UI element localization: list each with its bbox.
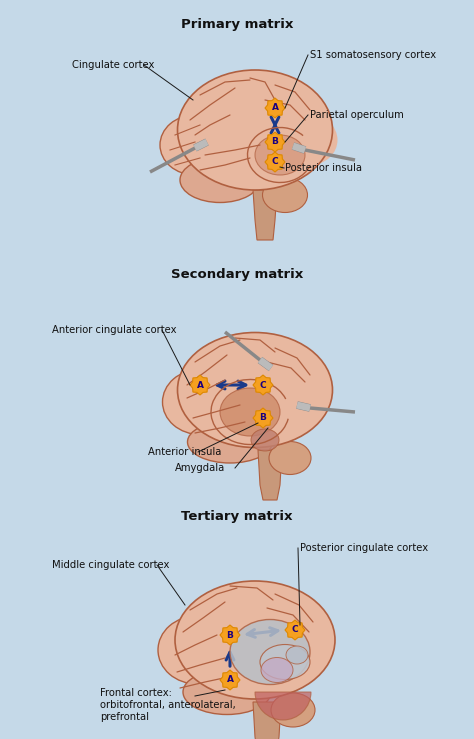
Ellipse shape bbox=[261, 658, 293, 683]
Text: B: B bbox=[260, 414, 266, 423]
Polygon shape bbox=[190, 375, 210, 395]
Ellipse shape bbox=[183, 670, 271, 715]
Text: Middle cingulate cortex: Middle cingulate cortex bbox=[52, 560, 169, 570]
Text: Tertiary matrix: Tertiary matrix bbox=[181, 510, 293, 523]
Polygon shape bbox=[265, 132, 285, 152]
Text: B: B bbox=[272, 137, 278, 146]
Ellipse shape bbox=[177, 70, 332, 190]
Ellipse shape bbox=[263, 177, 308, 213]
Text: Primary matrix: Primary matrix bbox=[181, 18, 293, 31]
Ellipse shape bbox=[220, 388, 280, 436]
Ellipse shape bbox=[158, 616, 236, 684]
Ellipse shape bbox=[160, 115, 230, 175]
Ellipse shape bbox=[188, 421, 273, 463]
Ellipse shape bbox=[269, 441, 311, 474]
Text: Posterior cingulate cortex: Posterior cingulate cortex bbox=[300, 543, 428, 553]
Wedge shape bbox=[255, 692, 311, 720]
Text: C: C bbox=[260, 381, 266, 389]
Text: Posterior insula: Posterior insula bbox=[285, 163, 362, 173]
Ellipse shape bbox=[271, 693, 315, 727]
Ellipse shape bbox=[251, 429, 279, 451]
Polygon shape bbox=[220, 670, 240, 690]
Text: Frontal cortex:
orbitofrontal, anterolateral,
prefrontal: Frontal cortex: orbitofrontal, anterolat… bbox=[100, 689, 236, 721]
Text: Cingulate cortex: Cingulate cortex bbox=[72, 60, 155, 70]
Polygon shape bbox=[285, 620, 305, 640]
Polygon shape bbox=[253, 375, 273, 395]
Text: C: C bbox=[272, 157, 278, 166]
Polygon shape bbox=[253, 702, 281, 739]
Text: A: A bbox=[197, 381, 203, 389]
Text: S1 somatosensory cortex: S1 somatosensory cortex bbox=[310, 50, 436, 60]
Text: A: A bbox=[272, 103, 279, 112]
Text: Anterior insula: Anterior insula bbox=[148, 447, 221, 457]
Text: Secondary matrix: Secondary matrix bbox=[171, 268, 303, 281]
Ellipse shape bbox=[175, 581, 335, 699]
Text: A: A bbox=[227, 675, 234, 684]
Ellipse shape bbox=[177, 333, 332, 448]
Polygon shape bbox=[220, 625, 240, 645]
Polygon shape bbox=[265, 152, 285, 172]
Polygon shape bbox=[258, 450, 282, 500]
Text: B: B bbox=[227, 630, 233, 639]
Polygon shape bbox=[265, 98, 285, 118]
Ellipse shape bbox=[180, 157, 260, 202]
Ellipse shape bbox=[230, 619, 310, 684]
Text: Parietal operculum: Parietal operculum bbox=[310, 110, 404, 120]
Ellipse shape bbox=[283, 115, 337, 165]
Polygon shape bbox=[253, 408, 273, 428]
Ellipse shape bbox=[163, 370, 237, 435]
Ellipse shape bbox=[255, 135, 305, 175]
Text: Anterior cingulate cortex: Anterior cingulate cortex bbox=[52, 325, 176, 335]
Text: C: C bbox=[292, 625, 298, 635]
Text: Amygdala: Amygdala bbox=[175, 463, 225, 473]
Ellipse shape bbox=[286, 646, 308, 664]
Polygon shape bbox=[253, 190, 277, 240]
Ellipse shape bbox=[260, 644, 310, 679]
